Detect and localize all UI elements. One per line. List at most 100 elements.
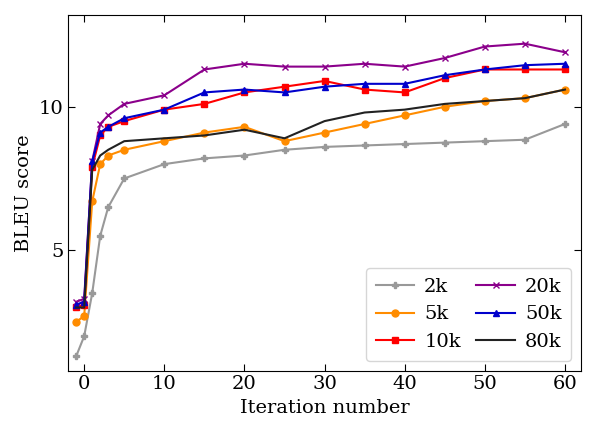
Line: 20k: 20k [73,40,569,305]
5k [481,98,488,104]
2k [73,354,80,359]
2k [361,143,368,148]
5k [561,87,569,92]
20k [201,67,208,72]
10k [105,124,112,130]
10k [321,78,328,83]
Line: 80k: 80k [76,89,565,308]
80k [105,147,112,152]
80k [120,139,128,144]
80k [80,305,88,310]
50k [80,299,88,305]
10k [281,84,288,89]
80k [522,95,529,101]
2k [321,144,328,149]
2k [120,176,128,181]
50k [241,87,248,92]
Line: 50k: 50k [73,60,569,308]
80k [161,136,168,141]
2k [97,233,104,238]
20k [120,101,128,106]
5k [73,319,80,324]
20k [281,64,288,69]
20k [97,121,104,127]
80k [97,153,104,158]
2k [441,140,448,145]
5k [89,199,96,204]
5k [161,139,168,144]
80k [401,107,408,112]
50k [522,63,529,68]
20k [161,93,168,98]
20k [73,299,80,305]
50k [281,90,288,95]
50k [361,81,368,86]
5k [361,121,368,127]
20k [80,296,88,302]
2k [80,334,88,339]
Legend: 2k, 5k, 10k, 20k, 50k, 80k: 2k, 5k, 10k, 20k, 50k, 80k [366,268,572,361]
10k [361,87,368,92]
50k [401,81,408,86]
10k [401,90,408,95]
20k [89,159,96,164]
5k [281,139,288,144]
50k [97,130,104,135]
10k [201,101,208,106]
5k [522,95,529,101]
10k [522,67,529,72]
20k [561,50,569,55]
50k [321,84,328,89]
X-axis label: Iteration number: Iteration number [240,399,409,417]
2k [201,156,208,161]
Line: 2k: 2k [73,121,569,360]
5k [241,124,248,130]
10k [241,90,248,95]
5k [120,147,128,152]
50k [89,159,96,164]
Y-axis label: BLEU score: BLEU score [15,134,33,251]
80k [481,98,488,104]
10k [80,302,88,307]
80k [201,133,208,138]
20k [321,64,328,69]
Line: 10k: 10k [73,66,569,311]
2k [281,147,288,152]
10k [73,305,80,310]
20k [522,41,529,46]
5k [401,113,408,118]
50k [441,73,448,78]
10k [441,76,448,81]
80k [561,87,569,92]
2k [161,162,168,167]
10k [97,133,104,138]
50k [105,124,112,130]
2k [105,204,112,210]
10k [89,165,96,170]
2k [561,121,569,127]
50k [561,61,569,67]
5k [441,104,448,109]
80k [89,167,96,172]
80k [73,305,80,310]
20k [401,64,408,69]
10k [561,67,569,72]
5k [105,153,112,158]
10k [161,107,168,112]
2k [522,137,529,142]
50k [201,90,208,95]
20k [441,55,448,60]
80k [281,136,288,141]
80k [361,110,368,115]
5k [201,130,208,135]
80k [241,127,248,132]
20k [361,61,368,67]
5k [97,162,104,167]
10k [481,67,488,72]
50k [481,67,488,72]
20k [481,44,488,49]
50k [73,302,80,307]
Line: 5k: 5k [73,86,569,325]
2k [401,141,408,146]
5k [80,314,88,319]
